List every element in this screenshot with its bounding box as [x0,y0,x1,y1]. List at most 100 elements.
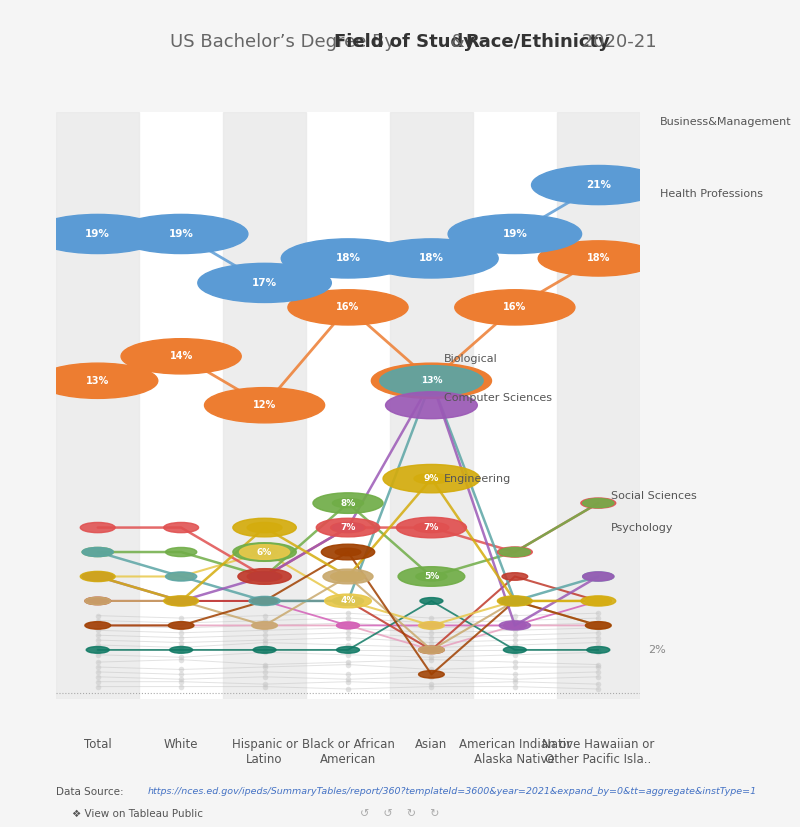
Text: 17%: 17% [252,278,277,288]
Circle shape [454,289,575,325]
Circle shape [322,544,374,560]
Circle shape [247,571,282,581]
Circle shape [365,239,498,278]
Circle shape [337,622,359,629]
Text: Psychology: Psychology [611,523,674,533]
Circle shape [249,596,280,605]
Circle shape [121,339,242,374]
Circle shape [562,174,635,196]
Text: 16%: 16% [336,303,360,313]
Circle shape [164,595,198,606]
Text: 9%: 9% [424,474,439,483]
Circle shape [335,597,361,605]
Text: 2020-21: 2020-21 [576,32,656,50]
Circle shape [498,547,532,557]
Circle shape [330,571,366,581]
Circle shape [337,622,359,629]
Circle shape [586,622,611,629]
Circle shape [86,622,109,629]
Circle shape [168,597,194,605]
Circle shape [86,647,109,653]
Circle shape [148,347,214,366]
Circle shape [416,376,447,385]
Circle shape [166,572,197,581]
Circle shape [247,523,282,533]
Text: 14%: 14% [170,351,193,361]
Text: Social Sciences: Social Sciences [611,490,697,501]
Circle shape [252,597,278,605]
Text: 19%: 19% [502,229,527,239]
Circle shape [582,572,614,581]
Text: 2%: 2% [648,645,666,655]
Text: American Indian or
Alaska Native: American Indian or Alaska Native [458,738,571,766]
Circle shape [335,597,361,605]
Text: 5%: 5% [424,572,439,581]
Circle shape [498,595,532,606]
Text: Hispanic or
Latino: Hispanic or Latino [231,738,298,766]
Circle shape [170,647,193,653]
Circle shape [282,239,414,278]
Circle shape [502,597,528,605]
Text: 12%: 12% [253,400,276,410]
Circle shape [538,241,658,276]
Circle shape [65,371,130,390]
Text: 19%: 19% [169,229,194,239]
Circle shape [231,395,298,415]
Text: 13%: 13% [86,375,110,385]
Circle shape [85,622,110,629]
Circle shape [170,622,193,629]
Circle shape [503,622,526,629]
Circle shape [228,272,302,294]
Circle shape [164,523,198,533]
Text: 7%: 7% [424,523,439,532]
Circle shape [531,165,665,204]
Circle shape [114,214,248,254]
Circle shape [166,596,197,605]
Circle shape [316,519,380,537]
Circle shape [499,547,530,557]
Circle shape [414,523,449,533]
Circle shape [502,597,528,605]
Circle shape [337,647,359,653]
Circle shape [38,363,158,399]
Circle shape [586,622,611,629]
Circle shape [418,671,444,678]
Circle shape [398,566,465,586]
Text: 16%: 16% [503,303,526,313]
Circle shape [170,598,193,605]
Circle shape [31,214,165,254]
Circle shape [420,598,443,605]
Text: Health Professions: Health Professions [660,189,763,199]
Circle shape [253,598,276,605]
Circle shape [499,596,530,605]
Text: &: & [445,32,470,50]
Circle shape [587,622,610,629]
Circle shape [502,573,528,581]
Text: 4%: 4% [340,596,356,605]
Text: Race/Ethinicty: Race/Ethinicty [465,32,610,50]
Circle shape [86,598,109,605]
Bar [390,112,473,699]
Circle shape [239,545,290,559]
Text: ❖ View on Tableau Public: ❖ View on Tableau Public [72,809,203,819]
Text: 18%: 18% [335,253,361,264]
Circle shape [394,247,468,270]
Circle shape [166,547,197,557]
Circle shape [414,474,449,484]
Circle shape [371,363,491,399]
Circle shape [586,597,611,605]
Circle shape [587,598,610,605]
Circle shape [249,572,280,581]
Circle shape [252,548,278,556]
Text: 13%: 13% [420,375,443,385]
Circle shape [482,298,548,317]
Bar [223,112,306,699]
Circle shape [168,573,194,581]
Circle shape [418,646,444,653]
Circle shape [249,572,280,581]
Circle shape [168,622,194,629]
Circle shape [233,543,296,562]
Circle shape [325,594,371,608]
Circle shape [288,289,408,325]
Text: US Bachelor’s Degree By: US Bachelor’s Degree By [170,32,400,50]
